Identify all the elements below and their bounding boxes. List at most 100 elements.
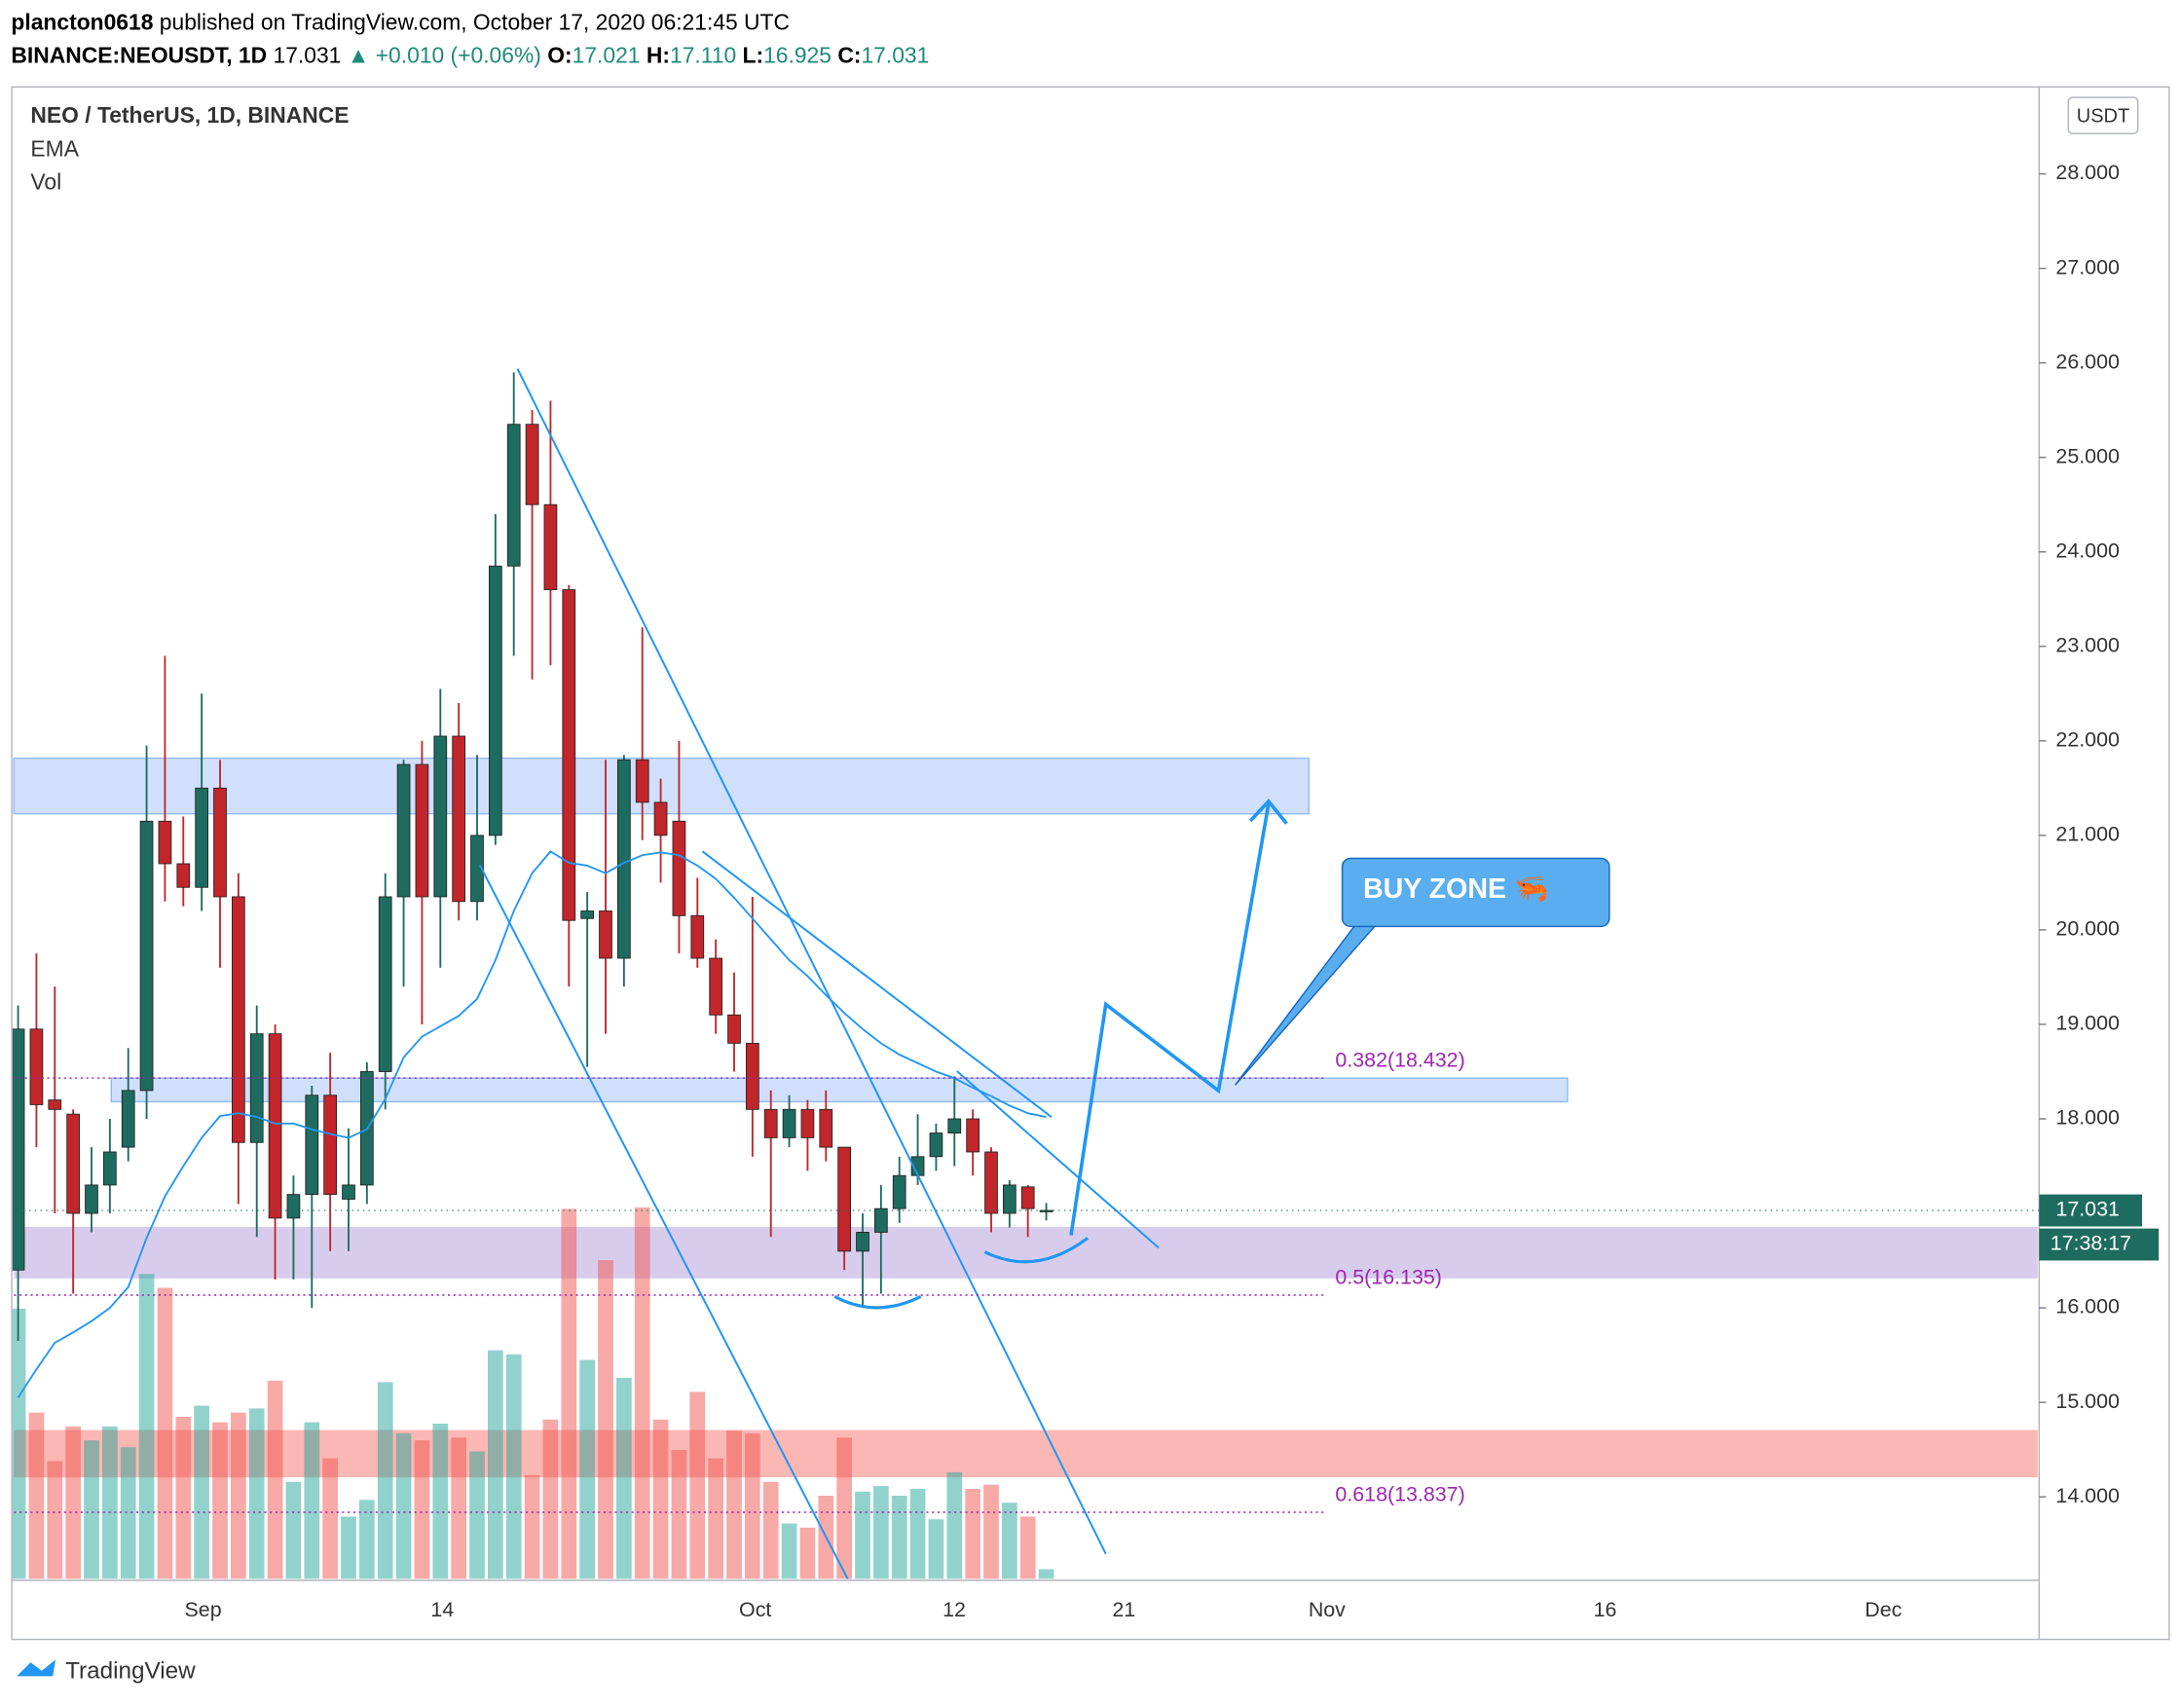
y-tick-label: 19.000 bbox=[2055, 1012, 2120, 1035]
volume-bar bbox=[671, 1450, 687, 1579]
volume-bar bbox=[65, 1426, 82, 1579]
x-tick-label: 14 bbox=[430, 1598, 454, 1621]
currency-box[interactable] bbox=[2067, 96, 2139, 134]
candle-body bbox=[1020, 1186, 1035, 1209]
volume-bar bbox=[102, 1426, 118, 1579]
candle-body bbox=[635, 759, 649, 803]
volume-bar bbox=[157, 1287, 173, 1579]
y-tick-label: 26.000 bbox=[2055, 350, 2120, 373]
chart-title: NEO / TetherUS, 1D, BINANCE bbox=[30, 102, 349, 128]
candle-body bbox=[268, 1033, 282, 1219]
candle-body bbox=[85, 1184, 98, 1214]
user: plancton0618 bbox=[11, 9, 153, 34]
volume-bar bbox=[799, 1527, 816, 1579]
volume-bar bbox=[983, 1484, 999, 1579]
volume-bar bbox=[414, 1440, 430, 1579]
countdown-box bbox=[2039, 1228, 2160, 1261]
countdown: 17:38:17 bbox=[2051, 1232, 2131, 1255]
y-tick-label: 20.000 bbox=[2055, 917, 2120, 941]
logo-icon bbox=[17, 1659, 56, 1677]
volume-bar bbox=[542, 1419, 559, 1579]
candle-body bbox=[562, 589, 576, 921]
x-tick-label: Nov bbox=[1309, 1598, 1346, 1621]
volume-bar bbox=[561, 1208, 577, 1579]
y-tick-label: 24.000 bbox=[2055, 538, 2120, 562]
volume-bar bbox=[175, 1416, 192, 1579]
volume-bar bbox=[946, 1471, 963, 1579]
candle-body bbox=[195, 787, 209, 888]
o: 17.021 bbox=[573, 43, 641, 68]
y-tick-label: 22.000 bbox=[2055, 727, 2120, 751]
arrow-head bbox=[1248, 798, 1288, 825]
fib-label: 0.5(16.135) bbox=[1335, 1265, 1442, 1288]
brand: TradingView bbox=[65, 1658, 196, 1685]
candle-body bbox=[892, 1174, 906, 1209]
volume-bar bbox=[873, 1486, 889, 1579]
arc bbox=[833, 1295, 922, 1310]
x-tick-label: Sep bbox=[185, 1598, 222, 1621]
volume-bar bbox=[267, 1380, 283, 1579]
zone bbox=[14, 1227, 2038, 1279]
change: ▲ +0.010 (+0.06%) bbox=[348, 43, 541, 68]
y-tick-label: 23.000 bbox=[2055, 633, 2120, 656]
currency[interactable]: USDT bbox=[2077, 105, 2129, 127]
volume-bar bbox=[505, 1354, 522, 1579]
header-line2: BINANCE:NEOUSDT, 1D 17.031 ▲ +0.010 (+0.… bbox=[11, 43, 929, 68]
volume-bar bbox=[231, 1412, 246, 1579]
candle-body bbox=[837, 1146, 852, 1252]
candle-body bbox=[800, 1108, 815, 1138]
volume-bar bbox=[965, 1488, 981, 1579]
volume-bar bbox=[304, 1422, 320, 1579]
volume-bar bbox=[322, 1458, 339, 1579]
candle-body bbox=[452, 735, 466, 903]
candle-body bbox=[782, 1108, 796, 1138]
volume-bar bbox=[909, 1488, 926, 1579]
trend-line bbox=[701, 850, 1053, 1118]
candle-body bbox=[690, 914, 705, 959]
candle-body bbox=[543, 503, 558, 590]
volume-bar bbox=[726, 1430, 742, 1579]
arc bbox=[983, 1237, 1090, 1264]
candle-body bbox=[48, 1099, 62, 1110]
candle-body bbox=[121, 1090, 135, 1148]
volume-bar bbox=[598, 1260, 613, 1579]
volume-bar bbox=[451, 1437, 466, 1579]
fib-label: 0.382(18.432) bbox=[1335, 1049, 1464, 1072]
candle-body bbox=[599, 910, 612, 959]
o-label: O: bbox=[547, 43, 572, 68]
candle-body bbox=[66, 1113, 81, 1214]
candle-body bbox=[984, 1151, 998, 1214]
candle-body bbox=[29, 1028, 44, 1105]
y-tick-label: 15.000 bbox=[2055, 1390, 2120, 1413]
volume-bar bbox=[469, 1451, 485, 1579]
volume bbox=[12, 1207, 1054, 1579]
candle-body bbox=[305, 1095, 319, 1196]
trend-line bbox=[516, 368, 1107, 1555]
volume-bar bbox=[616, 1378, 632, 1579]
last: 17.031 bbox=[274, 43, 342, 68]
y-tick-label: 16.000 bbox=[2055, 1295, 2120, 1318]
candle-body bbox=[1039, 1209, 1054, 1212]
indicator: Vol bbox=[30, 169, 61, 195]
volume-bar bbox=[194, 1405, 210, 1579]
trend-line bbox=[956, 1070, 1160, 1249]
volume-bar bbox=[579, 1359, 596, 1579]
candle-body bbox=[672, 820, 686, 916]
x-tick-label: 21 bbox=[1112, 1598, 1135, 1621]
volume-bar bbox=[84, 1440, 99, 1579]
volume-bar bbox=[377, 1382, 393, 1579]
x-tick-label: Dec bbox=[1865, 1598, 1902, 1621]
volume-bar bbox=[359, 1500, 375, 1579]
projection bbox=[1069, 803, 1271, 1236]
zone bbox=[14, 1430, 2038, 1478]
candle-body bbox=[342, 1184, 355, 1200]
volume-bar bbox=[524, 1474, 540, 1579]
volume-bar bbox=[836, 1437, 852, 1579]
c: 17.031 bbox=[861, 43, 929, 68]
candle-body bbox=[580, 910, 595, 919]
candle-body bbox=[1002, 1184, 1017, 1214]
candles bbox=[12, 372, 1054, 1398]
volume-bar bbox=[781, 1523, 797, 1579]
fib-label: 0.618(13.837) bbox=[1335, 1483, 1464, 1506]
